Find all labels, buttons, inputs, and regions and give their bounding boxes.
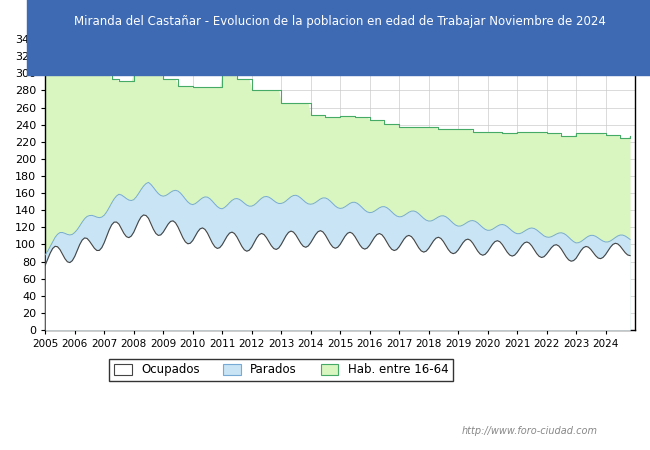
Legend: Ocupados, Parados, Hab. entre 16-64: Ocupados, Parados, Hab. entre 16-64	[109, 359, 453, 381]
Text: http://www.foro-ciudad.com: http://www.foro-ciudad.com	[462, 427, 598, 436]
Title: Miranda del Castañar - Evolucion de la poblacion en edad de Trabajar Noviembre d: Miranda del Castañar - Evolucion de la p…	[74, 15, 606, 28]
